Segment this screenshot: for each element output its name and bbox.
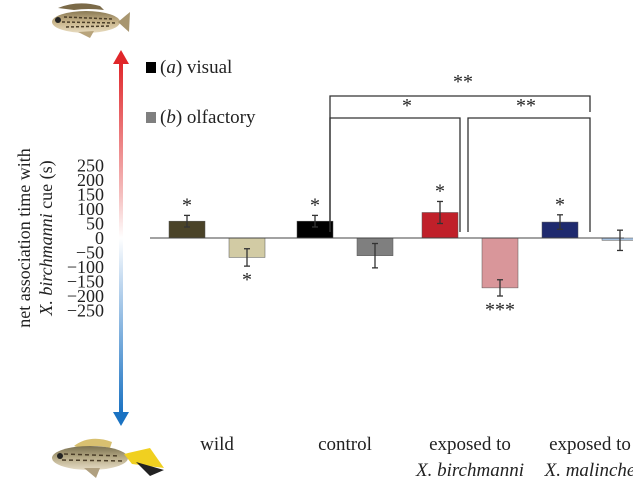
y-tick-label: 250 (77, 156, 104, 176)
visual-significance-0: * (182, 194, 192, 216)
significance-bracket-label-2: ** (453, 71, 473, 93)
arrow-up-head (113, 50, 129, 64)
y-tick-label: 0 (95, 228, 104, 248)
birchmanni-fish-icon (52, 3, 130, 38)
significance-bracket-label-0: * (402, 95, 412, 117)
y-tick-label: 150 (77, 185, 104, 205)
y-tick-label: 100 (77, 199, 104, 219)
olfactory-significance-2: *** (485, 299, 515, 321)
y-axis-label-line1: net association time with (14, 148, 34, 327)
y-axis-label: net association time with X. birchmanni … (14, 148, 57, 327)
bars: * ******* (168, 180, 633, 321)
x-label-3-line2: X. malinche (544, 460, 633, 481)
visual-significance-1: * (310, 194, 320, 216)
malinche-fish-icon (52, 438, 164, 478)
y-tick-label: −150 (67, 272, 104, 292)
legend-swatch-1 (146, 112, 156, 123)
y-tick-label: 50 (86, 214, 104, 234)
legend-label-0: (a) visual (160, 57, 232, 78)
x-label-2-line2: X. birchmanni (415, 460, 524, 481)
x-label-0: wild (200, 434, 234, 455)
arrow-down-head (113, 412, 129, 426)
significance-bracket-1 (467, 117, 591, 232)
y-tick-label: −250 (67, 301, 104, 321)
visual-significance-3: * (555, 194, 565, 216)
x-axis-labels: wild control exposed to X. birchmanni expose… (200, 434, 633, 481)
y-tick-label: −100 (67, 257, 104, 277)
significance-brackets: *** ** (329, 71, 591, 232)
y-tick-label: −200 (67, 286, 104, 306)
olfactory-significance-0: * (242, 269, 252, 291)
x-label-1: control (318, 434, 372, 455)
x-label-3-line1: exposed to (549, 434, 631, 455)
legend-swatch-0 (146, 62, 156, 73)
legend: (a) visual (b) olfactory (146, 57, 256, 128)
y-axis-label-line2: X. birchmanni cue (s) (36, 160, 57, 316)
y-tick-label: −50 (76, 243, 104, 263)
gradient-arrow (113, 50, 129, 426)
x-label-2-line1: exposed to (429, 434, 511, 455)
legend-label-1: (b) olfactory (160, 107, 256, 128)
y-tick-label: 200 (77, 170, 104, 190)
significance-bracket-label-1: ** (516, 95, 536, 117)
significance-bracket-0 (329, 117, 461, 232)
gradient-arrow-shaft (119, 62, 123, 414)
visual-significance-2: * (435, 180, 445, 202)
